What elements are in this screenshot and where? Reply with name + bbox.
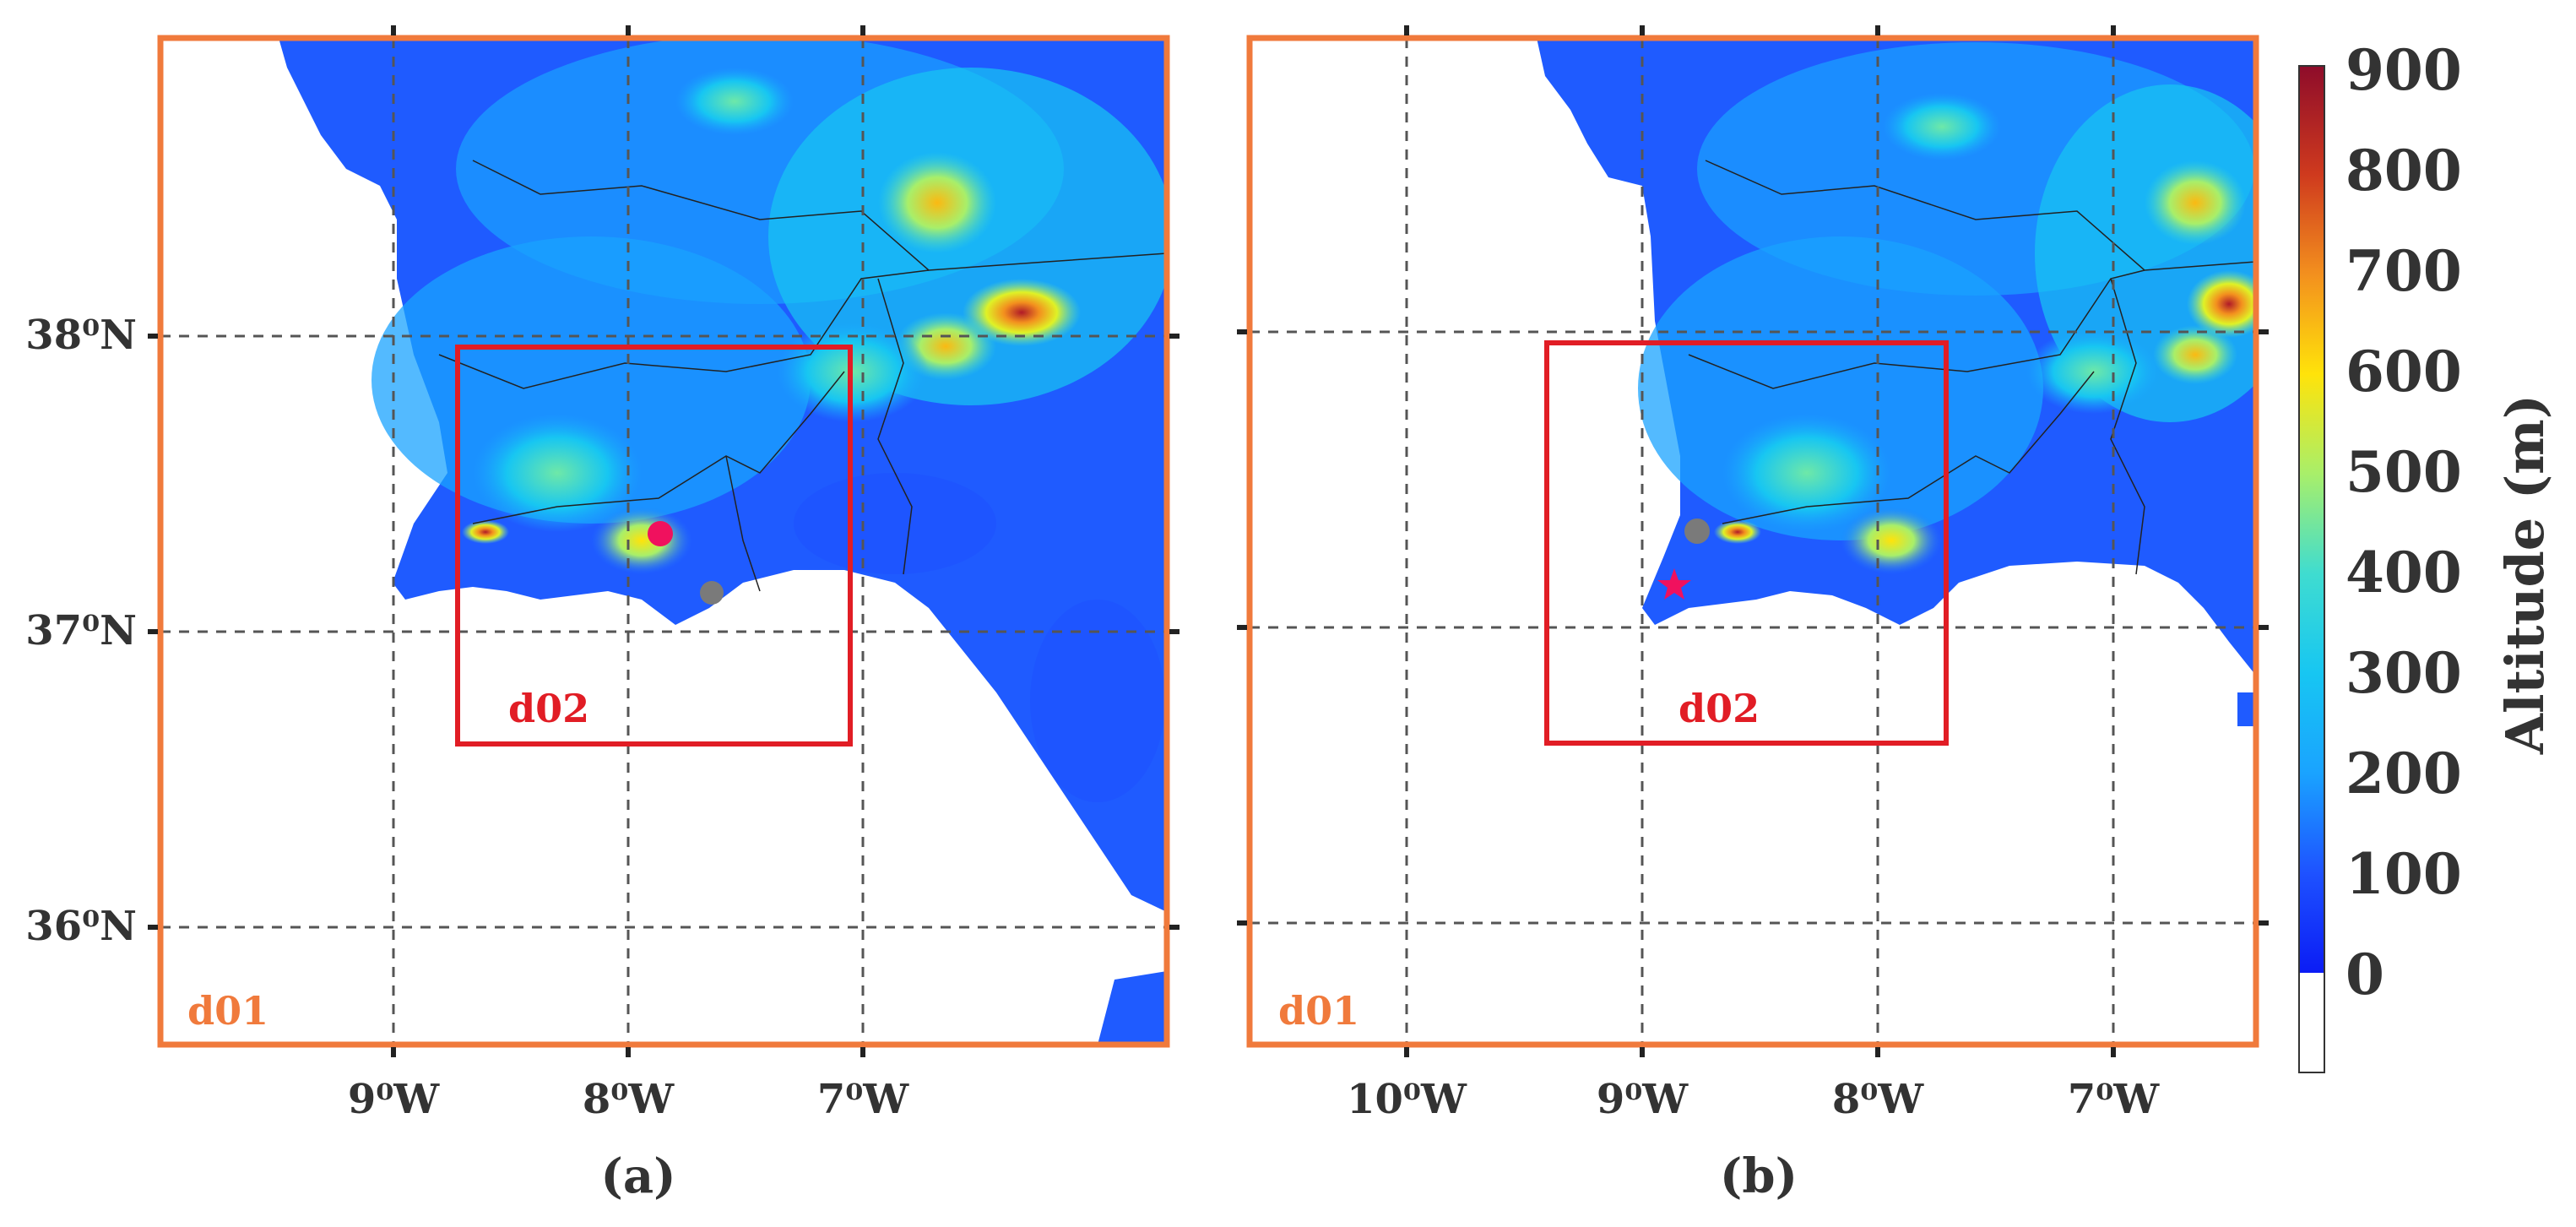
panel-a-outer-domain xyxy=(157,35,1170,1048)
panel-a-station-marker xyxy=(648,521,673,546)
panel-b-outer-domain xyxy=(1246,35,2259,1048)
colorbar-label: Altitude (m) xyxy=(2494,394,2556,755)
panel-a-lat-label-38n: 38⁰N xyxy=(25,312,137,359)
panel-a-lon-label-7w: 7⁰W xyxy=(817,1076,909,1123)
panel-b-star-marker xyxy=(1657,568,1691,600)
panel-a-grid xyxy=(160,38,1167,1045)
colorbar-nodata-box xyxy=(2299,973,2324,1072)
panel-a-lon-label-9w: 9⁰W xyxy=(348,1076,440,1123)
panel-b-grid xyxy=(1250,38,2256,1045)
colorbar-tick-100: 100 xyxy=(2346,841,2462,907)
colorbar-tick-800: 800 xyxy=(2346,138,2462,204)
colorbar-tick-200: 200 xyxy=(2346,741,2462,806)
panel-b-lon-label-10w: 10⁰W xyxy=(1347,1076,1467,1123)
panel-b-caption: (b) xyxy=(1720,1148,1798,1204)
panel-a-terrain xyxy=(160,38,1167,1045)
colorbar-tick-900: 900 xyxy=(2346,37,2462,103)
panel-a-lat-label-37n: 37⁰N xyxy=(25,607,137,654)
panel-a-ticks xyxy=(148,25,1180,1057)
panel-a-caption: (a) xyxy=(600,1148,675,1204)
panel-b-terrain xyxy=(1250,38,2256,1045)
colorbar-tick-500: 500 xyxy=(2346,439,2462,505)
panel-b-inner-domain-label: d02 xyxy=(1678,686,1760,731)
panel-b-outer-domain-label: d01 xyxy=(1278,988,1359,1034)
panel-a-outer-domain-label: d01 xyxy=(187,988,268,1034)
colorbar: 900 800 700 600 500 400 300 200 100 0 Al… xyxy=(2298,37,2556,1073)
panel-a-inner-domain xyxy=(455,345,853,747)
panel-b: d02 d01 10⁰W 9⁰W 8⁰W 7⁰W (b) xyxy=(1237,25,2269,1204)
panel-a-gray-marker xyxy=(700,581,724,605)
panel-a-lon-label-8w: 8⁰W xyxy=(583,1076,675,1123)
panel-b-inner-domain xyxy=(1544,340,1949,746)
panel-b-borders xyxy=(1688,160,2256,575)
colorbar-tick-700: 700 xyxy=(2346,238,2462,304)
panel-a-inner-domain-label: d02 xyxy=(508,686,589,731)
colorbar-tick-600: 600 xyxy=(2346,339,2462,404)
panel-b-ticks xyxy=(1237,25,2269,1057)
panel-a: d02 d01 38⁰N 37⁰N 36⁰N 9⁰W 8⁰W 7⁰W (a) xyxy=(25,25,1180,1204)
panel-b-gray-marker xyxy=(1684,518,1710,544)
panel-b-lon-label-9w: 9⁰W xyxy=(1597,1076,1689,1123)
panel-b-lon-label-8w: 8⁰W xyxy=(1832,1076,1924,1123)
colorbar-tick-0: 0 xyxy=(2346,942,2384,1007)
panel-b-lon-label-7w: 7⁰W xyxy=(2068,1076,2160,1123)
colorbar-gradient xyxy=(2299,66,2324,973)
colorbar-tick-400: 400 xyxy=(2346,540,2462,605)
colorbar-tick-300: 300 xyxy=(2346,640,2462,706)
panel-a-lat-label-36n: 36⁰N xyxy=(25,903,137,950)
colorbar-frame xyxy=(2298,65,2325,1073)
